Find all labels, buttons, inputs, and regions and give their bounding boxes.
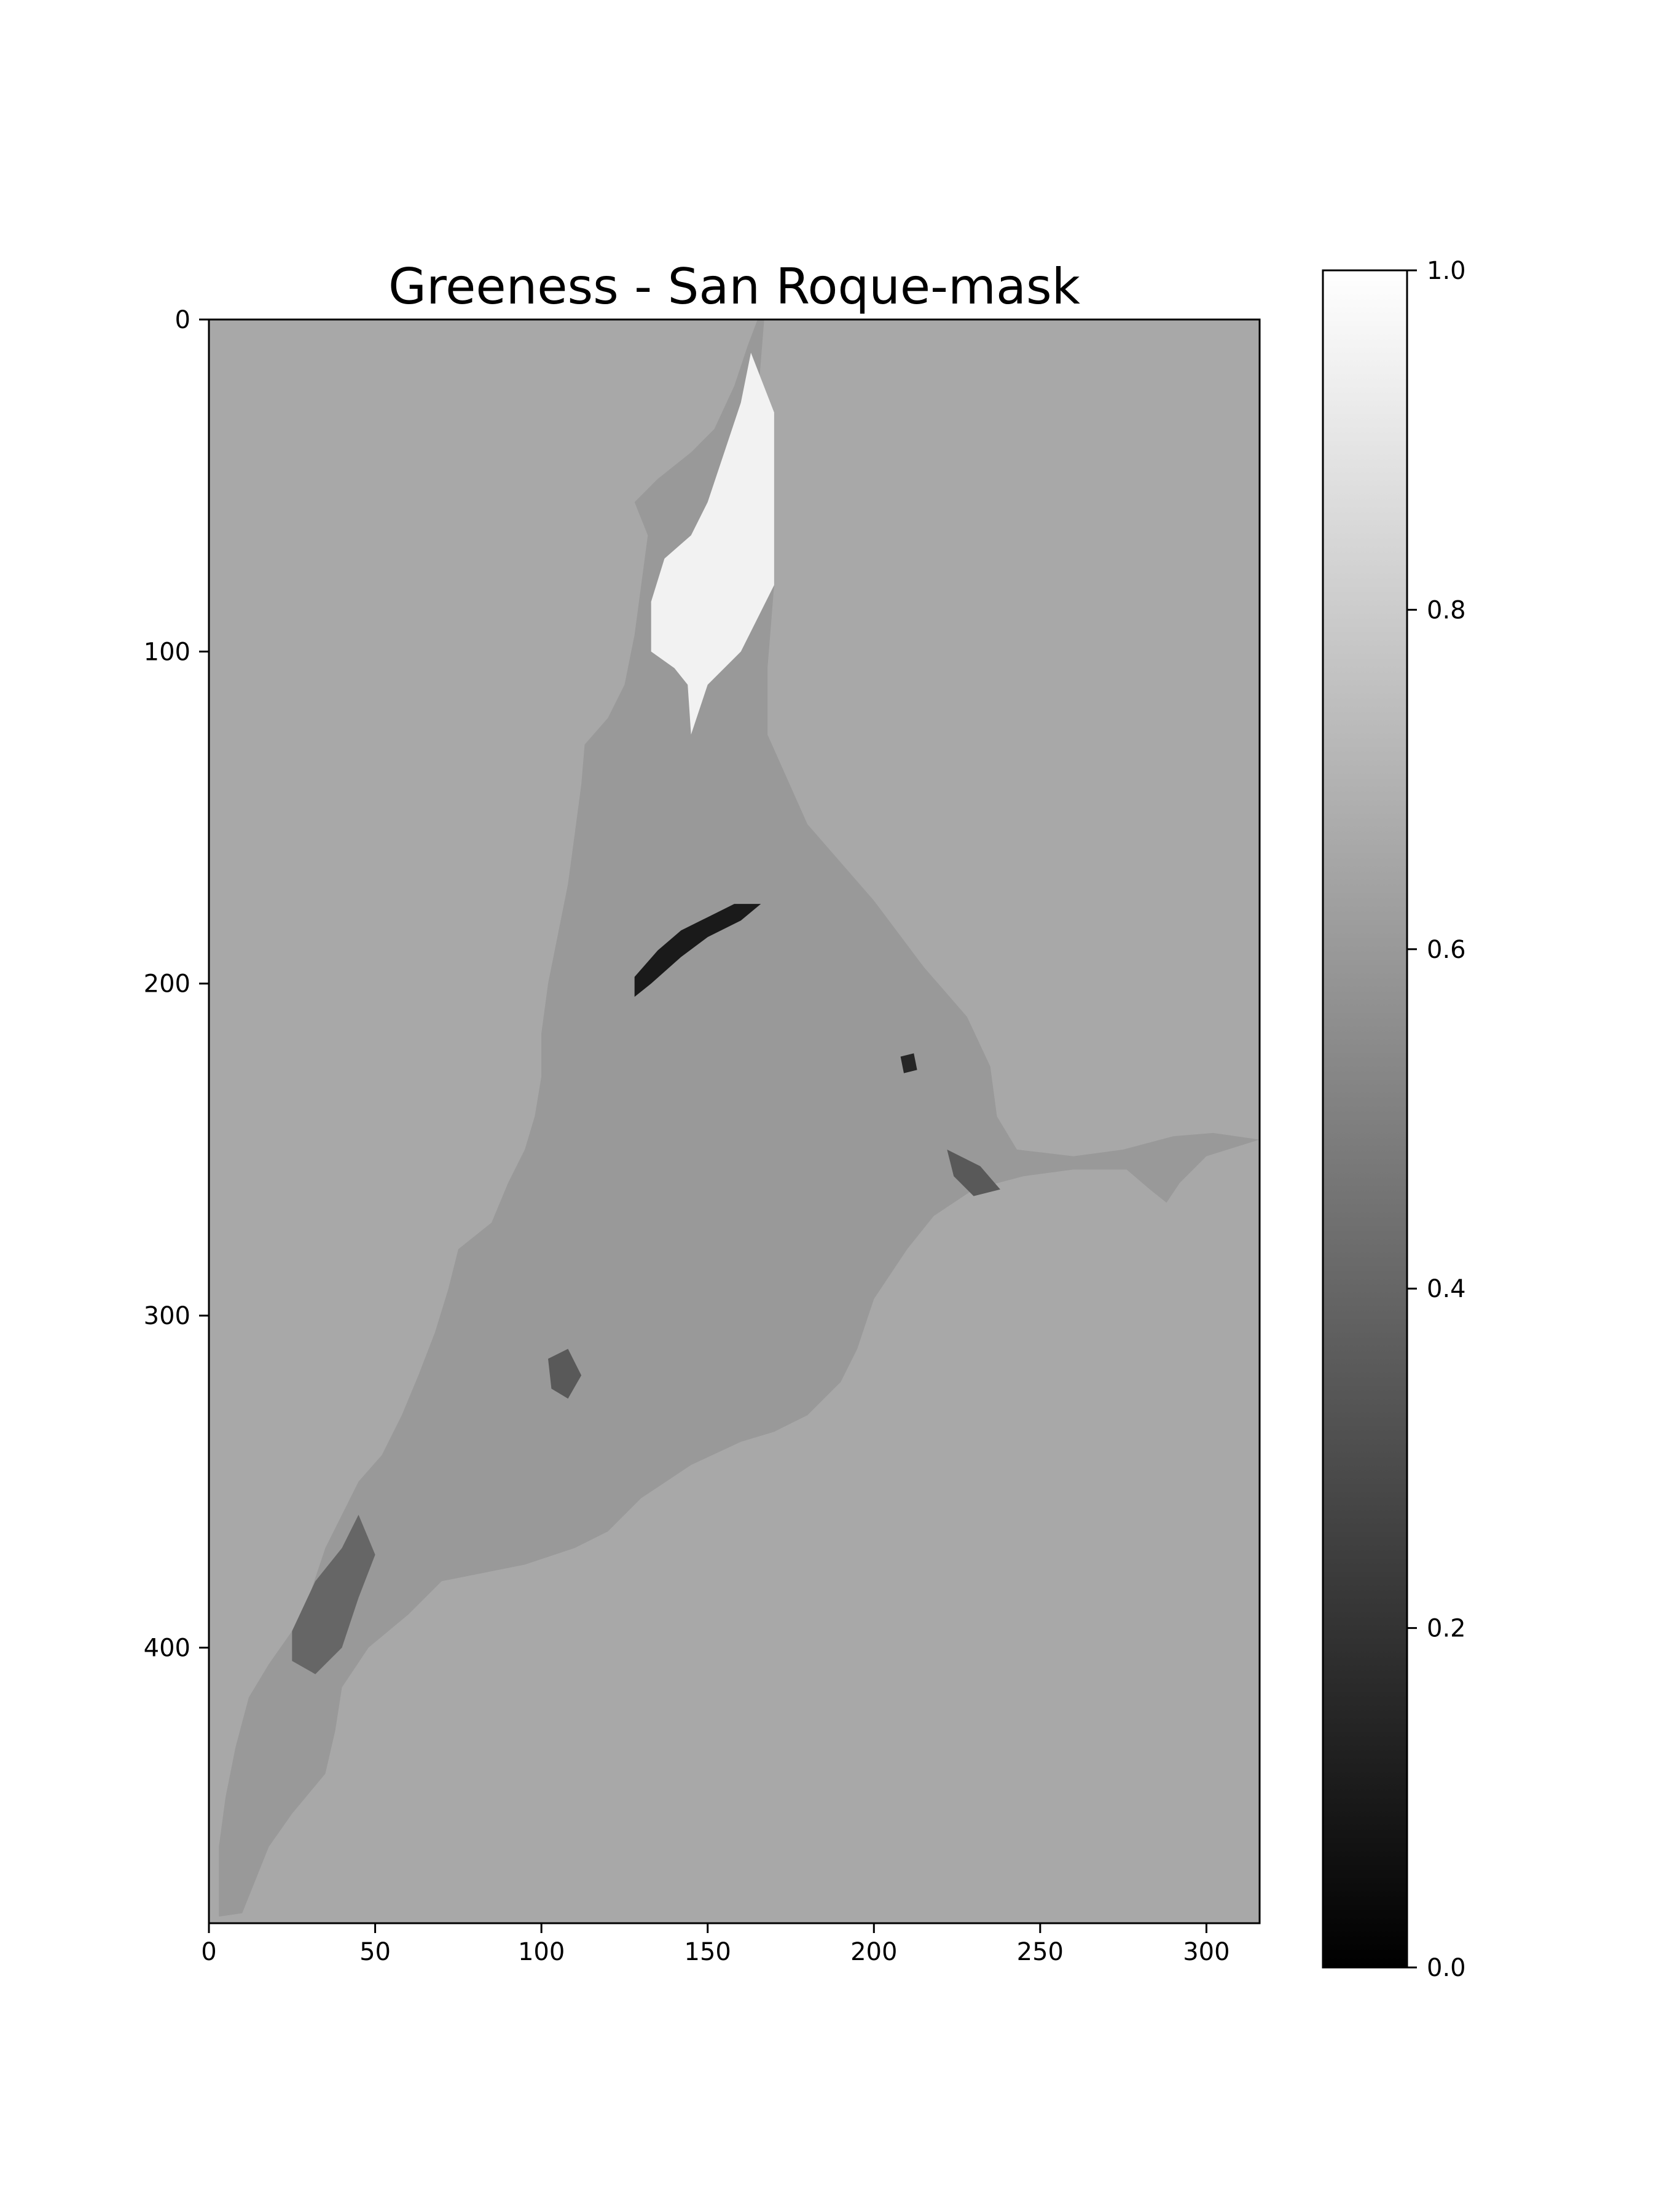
region-dark-southwest-patch xyxy=(292,1515,375,1674)
plot-area xyxy=(209,320,1260,1923)
x-axis: 0 50 100 150 200 250 300 xyxy=(201,1923,1230,1966)
x-tick-label: 0 xyxy=(201,1938,216,1966)
y-axis: 0 100 200 300 400 xyxy=(144,306,209,1662)
x-tick-label: 250 xyxy=(1017,1938,1064,1966)
x-tick-label: 50 xyxy=(359,1938,391,1966)
colorbar-tick-label: 0.0 xyxy=(1427,1954,1466,1982)
colorbar-ticks: 0.0 0.2 0.4 0.6 0.8 1.0 xyxy=(1407,257,1466,1982)
colorbar-tick-label: 1.0 xyxy=(1427,257,1466,285)
x-tick-label: 200 xyxy=(850,1938,897,1966)
region-dark-spot-east xyxy=(900,1053,917,1073)
y-tick-label: 300 xyxy=(144,1302,190,1330)
region-dark-spot-central xyxy=(548,1349,582,1399)
colorbar-tick-label: 0.4 xyxy=(1427,1275,1466,1303)
region-reservoir-water xyxy=(219,320,1260,1917)
x-tick-label: 100 xyxy=(518,1938,565,1966)
x-tick-label: 300 xyxy=(1183,1938,1230,1966)
colorbar: 0.0 0.2 0.4 0.6 0.8 1.0 xyxy=(1322,257,1466,1982)
image-regions xyxy=(219,320,1260,1917)
plot-frame xyxy=(208,318,1261,1924)
chart-title: Greeness - San Roque-mask xyxy=(388,258,1081,315)
y-tick-label: 100 xyxy=(144,638,190,666)
colorbar-tick-label: 0.8 xyxy=(1427,596,1466,624)
region-bright-inlet xyxy=(651,353,774,735)
colorbar-tick-label: 0.6 xyxy=(1427,936,1466,964)
y-tick-label: 200 xyxy=(144,970,190,998)
colorbar-gradient xyxy=(1322,269,1408,1969)
region-dark-ridge xyxy=(634,904,761,997)
y-tick-label: 400 xyxy=(144,1634,190,1662)
region-dark-east-arm xyxy=(947,1149,1000,1196)
colorbar-tick-label: 0.2 xyxy=(1427,1615,1466,1643)
x-tick-label: 150 xyxy=(684,1938,731,1966)
y-tick-label: 0 xyxy=(175,306,190,334)
